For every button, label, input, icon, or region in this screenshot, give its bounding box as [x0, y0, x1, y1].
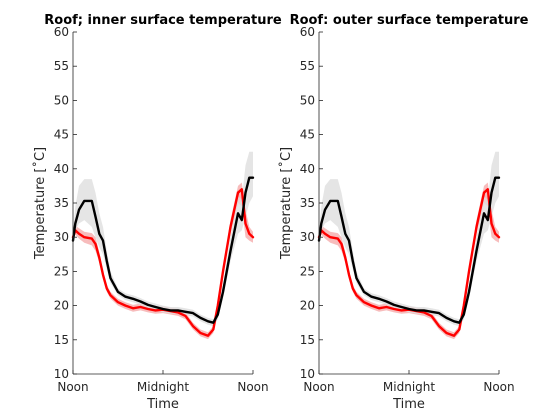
chart-title: Roof; inner surface temperature [44, 13, 282, 28]
x-tick-label: Noon [237, 380, 268, 394]
x-tick-label: Midnight [383, 380, 435, 394]
y-tick-label: 45 [54, 128, 69, 142]
y-tick-label: 35 [300, 196, 315, 210]
x-ticks: Noon Midnight Noon [303, 370, 515, 394]
series-band-0 [319, 182, 499, 340]
series-line-1 [317, 176, 501, 324]
x-axis-label: Time [392, 397, 425, 412]
line-layer [71, 176, 255, 337]
y-tick-label: 10 [54, 367, 69, 381]
band-layer [319, 151, 499, 340]
x-tick-label: Noon [303, 380, 334, 394]
y-tick-label: 50 [54, 93, 69, 107]
x-axis-label: Time [146, 397, 179, 412]
y-tick-label: 15 [300, 333, 315, 347]
y-tick-label: 25 [54, 264, 69, 278]
x-tick-label: Midnight [137, 380, 189, 394]
x-ticks: Noon Midnight Noon [57, 370, 269, 394]
y-tick-label: 45 [300, 128, 315, 142]
y-tick-label: 50 [300, 93, 315, 107]
axes [318, 32, 499, 375]
y-tick-label: 55 [300, 59, 315, 73]
y-tick-label: 20 [300, 299, 315, 313]
y-tick-label: 20 [54, 299, 69, 313]
series-line-1 [71, 176, 255, 324]
y-axis-label: Temperature [˚C] [32, 147, 48, 260]
y-ticks: 10 15 20 25 30 35 40 45 50 55 60 [54, 25, 77, 381]
y-tick-label: 60 [300, 25, 315, 39]
y-tick-label: 40 [300, 162, 315, 176]
series-band-1 [319, 151, 499, 327]
y-ticks: 10 15 20 25 30 35 40 45 50 55 60 [300, 25, 323, 381]
y-tick-label: 25 [300, 264, 315, 278]
line-layer [317, 176, 501, 337]
band-layer [73, 151, 253, 340]
axes [72, 32, 253, 375]
series-band-1 [73, 151, 253, 327]
y-tick-label: 60 [54, 25, 69, 39]
chart-title: Roof: outer surface temperature [290, 13, 529, 28]
series-band-0 [73, 182, 253, 340]
y-tick-label: 30 [300, 230, 315, 244]
chart-panel-outer: 10 15 20 25 30 35 40 45 50 55 60 Noon Midnight Noon … [278, 13, 529, 412]
y-tick-label: 10 [300, 367, 315, 381]
y-tick-label: 30 [54, 230, 69, 244]
series-line-0 [317, 188, 501, 337]
y-tick-label: 55 [54, 59, 69, 73]
y-tick-label: 15 [54, 333, 69, 347]
y-axis-label: Temperature [˚C] [278, 147, 294, 260]
y-tick-label: 35 [54, 196, 69, 210]
chart-panel-inner: 10 15 20 25 30 35 40 45 50 55 60 Noon Midnight Noon … [32, 13, 282, 412]
series-line-0 [71, 188, 255, 337]
x-tick-label: Noon [57, 380, 88, 394]
y-tick-label: 40 [54, 162, 69, 176]
x-tick-label: Noon [483, 380, 514, 394]
